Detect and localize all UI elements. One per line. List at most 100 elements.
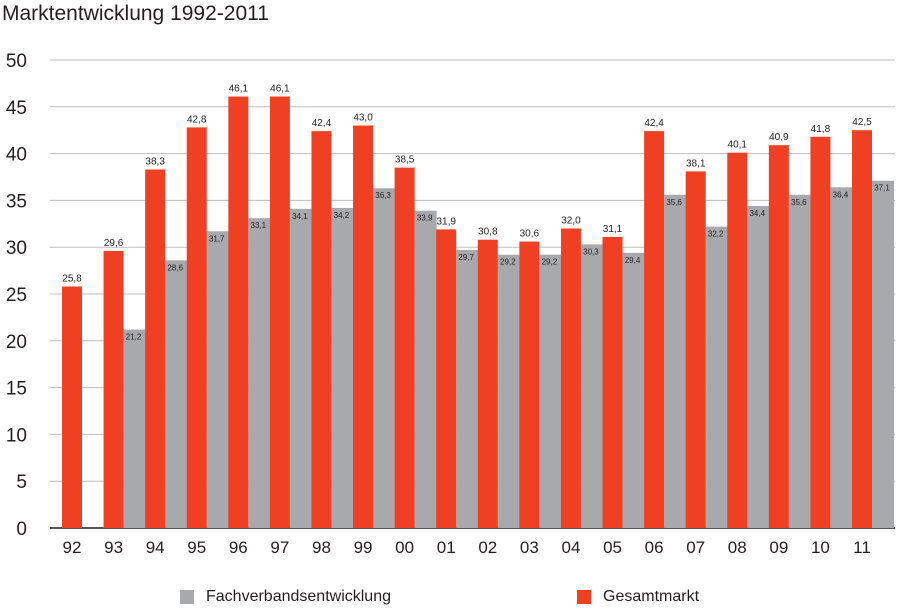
bar-gesamtmarkt (228, 96, 249, 528)
bar-fachverband (664, 194, 687, 528)
x-axis-tick-labels: 92 93 94 95 96 97 98 99 00 01 02 03 04 05 06 07 08 09 10 11 (63, 538, 871, 557)
y-tick-label: 35 (6, 191, 27, 212)
bar-gesamtmarkt (62, 286, 82, 528)
x-tick-label: 11 (853, 538, 871, 557)
bar-fachverband (705, 226, 728, 528)
x-tick-label: 92 (63, 538, 82, 557)
y-axis-tick-labels: 0 5 10 15 20 25 30 35 40 45 50 (6, 51, 27, 540)
bar-fachverband (123, 329, 146, 528)
bar-gesamtmarkt (519, 241, 540, 529)
bar-fachverband (872, 180, 894, 528)
bar-gesamtmarkt (810, 136, 831, 528)
value-label-fachverband: 34,2 (334, 211, 350, 220)
chart-title: Marktentwicklung 1992-2011 (2, 2, 269, 25)
x-tick-label: 09 (769, 538, 788, 557)
value-label-gesamtmarkt: 30,8 (478, 227, 498, 238)
value-label-fachverband: 28,6 (167, 263, 183, 272)
value-label-gesamtmarkt: 31,9 (436, 216, 456, 227)
value-label-gesamtmarkt: 43,0 (353, 113, 373, 124)
value-label-fachverband: 35,6 (666, 198, 682, 207)
bar-gesamtmarkt (145, 169, 166, 528)
value-label-fachverband: 36,3 (375, 191, 391, 200)
value-label-fachverband: 31,7 (209, 234, 225, 243)
bar-fachverband (289, 208, 312, 528)
x-tick-label: 08 (728, 538, 747, 557)
x-tick-label: 07 (686, 538, 705, 557)
y-tick-label: 50 (6, 51, 27, 72)
value-label-gesamtmarkt: 38,5 (395, 155, 415, 166)
bar-fachverband (747, 206, 770, 529)
value-label-gesamtmarkt: 42,5 (852, 117, 872, 128)
value-label-gesamtmarkt: 41,8 (811, 124, 831, 135)
y-tick-label: 45 (6, 98, 27, 119)
bar-gesamtmarkt (768, 145, 789, 528)
bar-fachverband (539, 254, 562, 529)
value-label-fachverband: 34,1 (292, 212, 308, 221)
bar-gesamtmarkt (560, 228, 581, 529)
x-tick-label: 10 (811, 538, 830, 557)
bar-gesamtmarkt (269, 96, 290, 528)
value-labels: 25,8 29,6 21,2 38,3 28,6 42,8 31,7 46,1 33,1 46,1… (62, 84, 890, 342)
value-label-fachverband: 21,2 (126, 333, 142, 342)
bar-gesamtmarkt (644, 131, 665, 529)
bar-gesamtmarkt (394, 167, 415, 528)
value-label-gesamtmarkt: 40,9 (769, 132, 789, 143)
value-label-gesamtmarkt: 31,1 (603, 224, 623, 235)
value-label-fachverband: 29,2 (500, 258, 516, 267)
y-tick-label: 0 (16, 519, 27, 540)
x-tick-label: 98 (312, 538, 331, 557)
y-tick-label: 30 (6, 238, 27, 259)
bar-fachverband (165, 260, 188, 528)
bar-fachverband (414, 210, 437, 529)
bar-gesamtmarkt (186, 127, 207, 528)
value-label-fachverband: 32,2 (708, 230, 724, 239)
x-tick-label: 99 (354, 538, 373, 557)
value-label-fachverband: 37,1 (874, 184, 890, 193)
bar-fachverband (373, 188, 396, 528)
bar-fachverband (497, 254, 520, 529)
x-tick-label: 96 (229, 538, 248, 557)
value-label-gesamtmarkt: 42,8 (187, 114, 207, 125)
value-label-fachverband: 29,7 (458, 253, 474, 262)
x-tick-label: 03 (520, 538, 539, 557)
bar-fachverband (331, 207, 354, 528)
value-label-fachverband: 34,4 (749, 209, 765, 218)
x-tick-label: 94 (146, 538, 165, 557)
x-tick-label: 05 (603, 538, 622, 557)
bar-gesamtmarkt (852, 130, 872, 528)
bar-gesamtmarkt (477, 239, 498, 528)
legend-label-gesamtmarkt: Gesamtmarkt (603, 588, 700, 605)
x-tick-label: 93 (104, 538, 123, 557)
value-label-gesamtmarkt: 38,1 (686, 158, 706, 169)
value-label-fachverband: 36,4 (833, 190, 849, 199)
value-label-fachverband: 35,6 (791, 198, 807, 207)
value-label-gesamtmarkt: 30,6 (520, 229, 540, 240)
y-tick-label: 40 (6, 145, 27, 166)
value-label-fachverband: 30,3 (583, 247, 599, 256)
x-tick-label: 02 (478, 538, 497, 557)
value-label-fachverband: 29,4 (625, 256, 641, 265)
x-tick-label: 06 (645, 538, 664, 557)
y-tick-label: 10 (6, 425, 27, 446)
value-label-fachverband: 33,9 (417, 214, 433, 223)
bar-gesamtmarkt (727, 152, 748, 528)
legend-label-fachverband: Fachverbandsentwicklung (206, 588, 391, 605)
value-label-gesamtmarkt: 42,4 (312, 118, 332, 129)
bar-gesamtmarkt (103, 250, 124, 528)
x-tick-label: 95 (187, 538, 206, 557)
legend-item-fachverband: Fachverbandsentwicklung (180, 588, 391, 606)
bar-fachverband (206, 231, 229, 528)
value-label-fachverband: 33,1 (251, 221, 267, 230)
bars (62, 96, 894, 529)
x-tick-label: 00 (395, 538, 414, 557)
value-label-gesamtmarkt: 38,3 (145, 157, 165, 168)
value-label-gesamtmarkt: 46,1 (270, 84, 290, 95)
value-label-gesamtmarkt: 42,4 (644, 118, 664, 129)
x-tick-label: 04 (561, 538, 580, 557)
bar-fachverband (830, 187, 853, 528)
value-label-gesamtmarkt: 46,1 (229, 84, 249, 95)
value-label-gesamtmarkt: 25,8 (62, 274, 82, 285)
bar-fachverband (788, 194, 811, 528)
value-label-gesamtmarkt: 32,0 (561, 215, 581, 226)
y-tick-label: 20 (6, 332, 27, 353)
